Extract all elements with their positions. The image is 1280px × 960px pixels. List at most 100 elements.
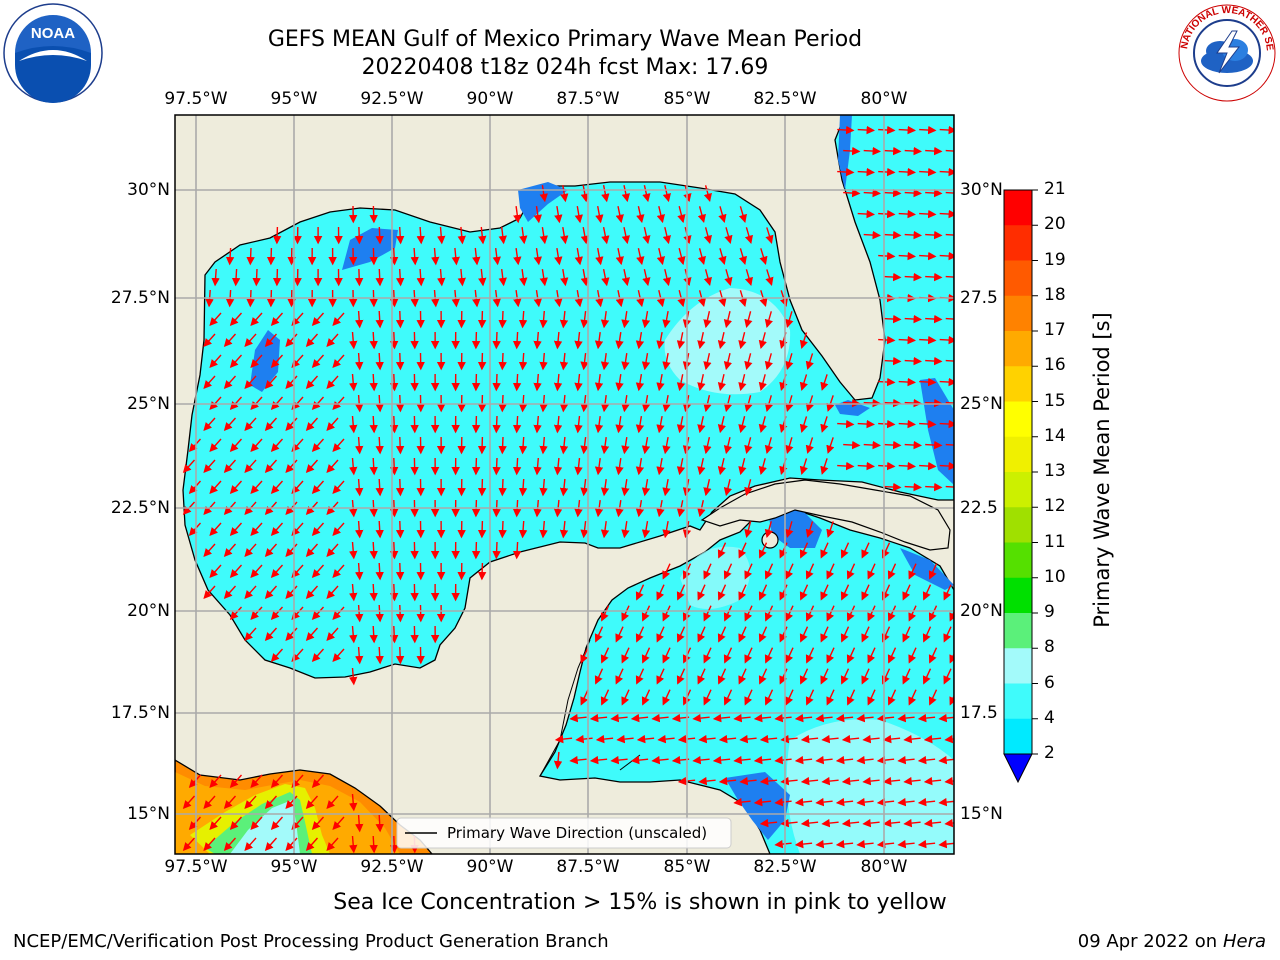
- wave-arrow: [718, 248, 727, 266]
- wave-arrow: [692, 755, 710, 765]
- wave-arrow: [919, 209, 937, 219]
- wave-arrow: [250, 354, 263, 369]
- wave-arrow: [580, 647, 589, 664]
- wave-arrow: [799, 668, 809, 685]
- wave-arrow: [285, 543, 298, 558]
- wave-arrow: [904, 188, 922, 198]
- wave-arrow: [884, 356, 902, 366]
- wave-arrow: [389, 835, 399, 854]
- wave-arrow: [857, 167, 875, 177]
- wave-arrow: [820, 584, 829, 601]
- wave-arrow: [723, 353, 733, 371]
- wave-arrow: [305, 375, 319, 390]
- wave-arrow: [518, 310, 528, 329]
- wave-arrow: [861, 542, 870, 559]
- wave-arrow: [457, 268, 466, 287]
- wave-arrow: [703, 479, 712, 497]
- wave-arrow: [925, 146, 943, 156]
- wave-arrow: [559, 478, 569, 497]
- wave-arrow: [753, 755, 772, 765]
- wave-arrow: [223, 417, 237, 432]
- wave-arrow: [662, 310, 671, 329]
- wave-arrow: [395, 478, 405, 497]
- wave-arrow: [843, 146, 861, 156]
- wave-arrow: [244, 543, 257, 558]
- wave-arrow: [311, 564, 325, 579]
- wave-arrow: [635, 373, 645, 392]
- wave-arrow: [908, 647, 917, 664]
- wave-arrow: [416, 268, 425, 287]
- wave-arrow: [533, 247, 542, 266]
- wave-arrow: [574, 415, 583, 434]
- wave-arrow: [451, 247, 460, 266]
- wave-arrow: [354, 268, 364, 287]
- wave-arrow: [229, 312, 243, 327]
- wave-arrow: [821, 776, 839, 786]
- colorbar-tick-label: 15: [1044, 390, 1066, 411]
- wave-arrow: [662, 227, 671, 245]
- wave-arrow: [856, 755, 874, 765]
- wave-arrow: [753, 713, 772, 723]
- wave-arrow: [779, 626, 788, 643]
- wave-arrow: [636, 206, 645, 224]
- wave-arrow: [244, 333, 257, 348]
- wave-arrow: [395, 520, 405, 539]
- wave-arrow: [799, 458, 808, 475]
- wave-arrow: [539, 310, 548, 329]
- wave-arrow: [349, 541, 358, 560]
- wave-arrow: [518, 436, 528, 455]
- lat-tick-right: 22.5: [960, 498, 998, 518]
- lon-tick-bottom: 87.5°W: [556, 857, 620, 877]
- wave-arrow: [250, 816, 263, 831]
- wave-arrow: [203, 543, 216, 558]
- wave-arrow: [733, 797, 751, 807]
- wave-arrow: [601, 268, 610, 287]
- wave-arrow: [922, 626, 932, 643]
- wave-arrow: [209, 480, 222, 495]
- wave-arrow: [326, 795, 339, 810]
- legend-label: Primary Wave Direction (unscaled): [447, 824, 707, 842]
- wave-arrow: [641, 394, 651, 413]
- wave-arrow: [738, 584, 747, 601]
- lat-tick-left: 22.5°N: [110, 498, 170, 518]
- wave-arrow: [332, 480, 345, 495]
- wave-arrow: [903, 734, 921, 744]
- map-gridlines: [175, 115, 954, 854]
- wave-arrow: [758, 542, 768, 559]
- lon-tick-top: 87.5°W: [556, 89, 620, 109]
- wave-arrow: [662, 352, 671, 371]
- wave-arrow: [676, 626, 686, 643]
- wave-arrow: [539, 226, 548, 245]
- wave-arrow: [641, 520, 651, 539]
- lat-tick-left: 20°N: [127, 601, 170, 621]
- wave-arrow: [250, 522, 263, 537]
- wave-arrow: [594, 374, 604, 392]
- wave-arrow: [884, 482, 902, 492]
- wave-arrow: [311, 312, 325, 327]
- wave-arrow: [805, 563, 815, 580]
- wave-arrow: [472, 247, 481, 266]
- wave-arrow: [821, 734, 839, 744]
- wave-arrow: [332, 354, 345, 369]
- wave-arrow: [203, 837, 216, 852]
- wave-arrow: [662, 563, 671, 580]
- wave-arrow: [250, 480, 263, 495]
- wave-arrow: [744, 437, 753, 455]
- wave-arrow: [820, 668, 829, 685]
- wave-arrow: [203, 585, 216, 600]
- wave-arrow: [882, 734, 901, 744]
- wave-arrow: [837, 125, 855, 135]
- wave-arrow: [908, 605, 917, 622]
- wave-arrow: [919, 167, 937, 177]
- wave-arrow: [738, 206, 747, 224]
- wave-arrow: [621, 394, 630, 413]
- wave-arrow: [326, 543, 339, 558]
- wave-arrow: [375, 520, 384, 539]
- wave-arrow: [917, 797, 936, 807]
- lon-tick-bottom: 92.5°W: [360, 857, 424, 877]
- wave-arrow: [410, 247, 419, 266]
- wave-arrow: [264, 459, 278, 474]
- wave-arrow: [600, 689, 610, 706]
- wave-arrow: [375, 646, 384, 665]
- wave-arrow: [917, 839, 936, 849]
